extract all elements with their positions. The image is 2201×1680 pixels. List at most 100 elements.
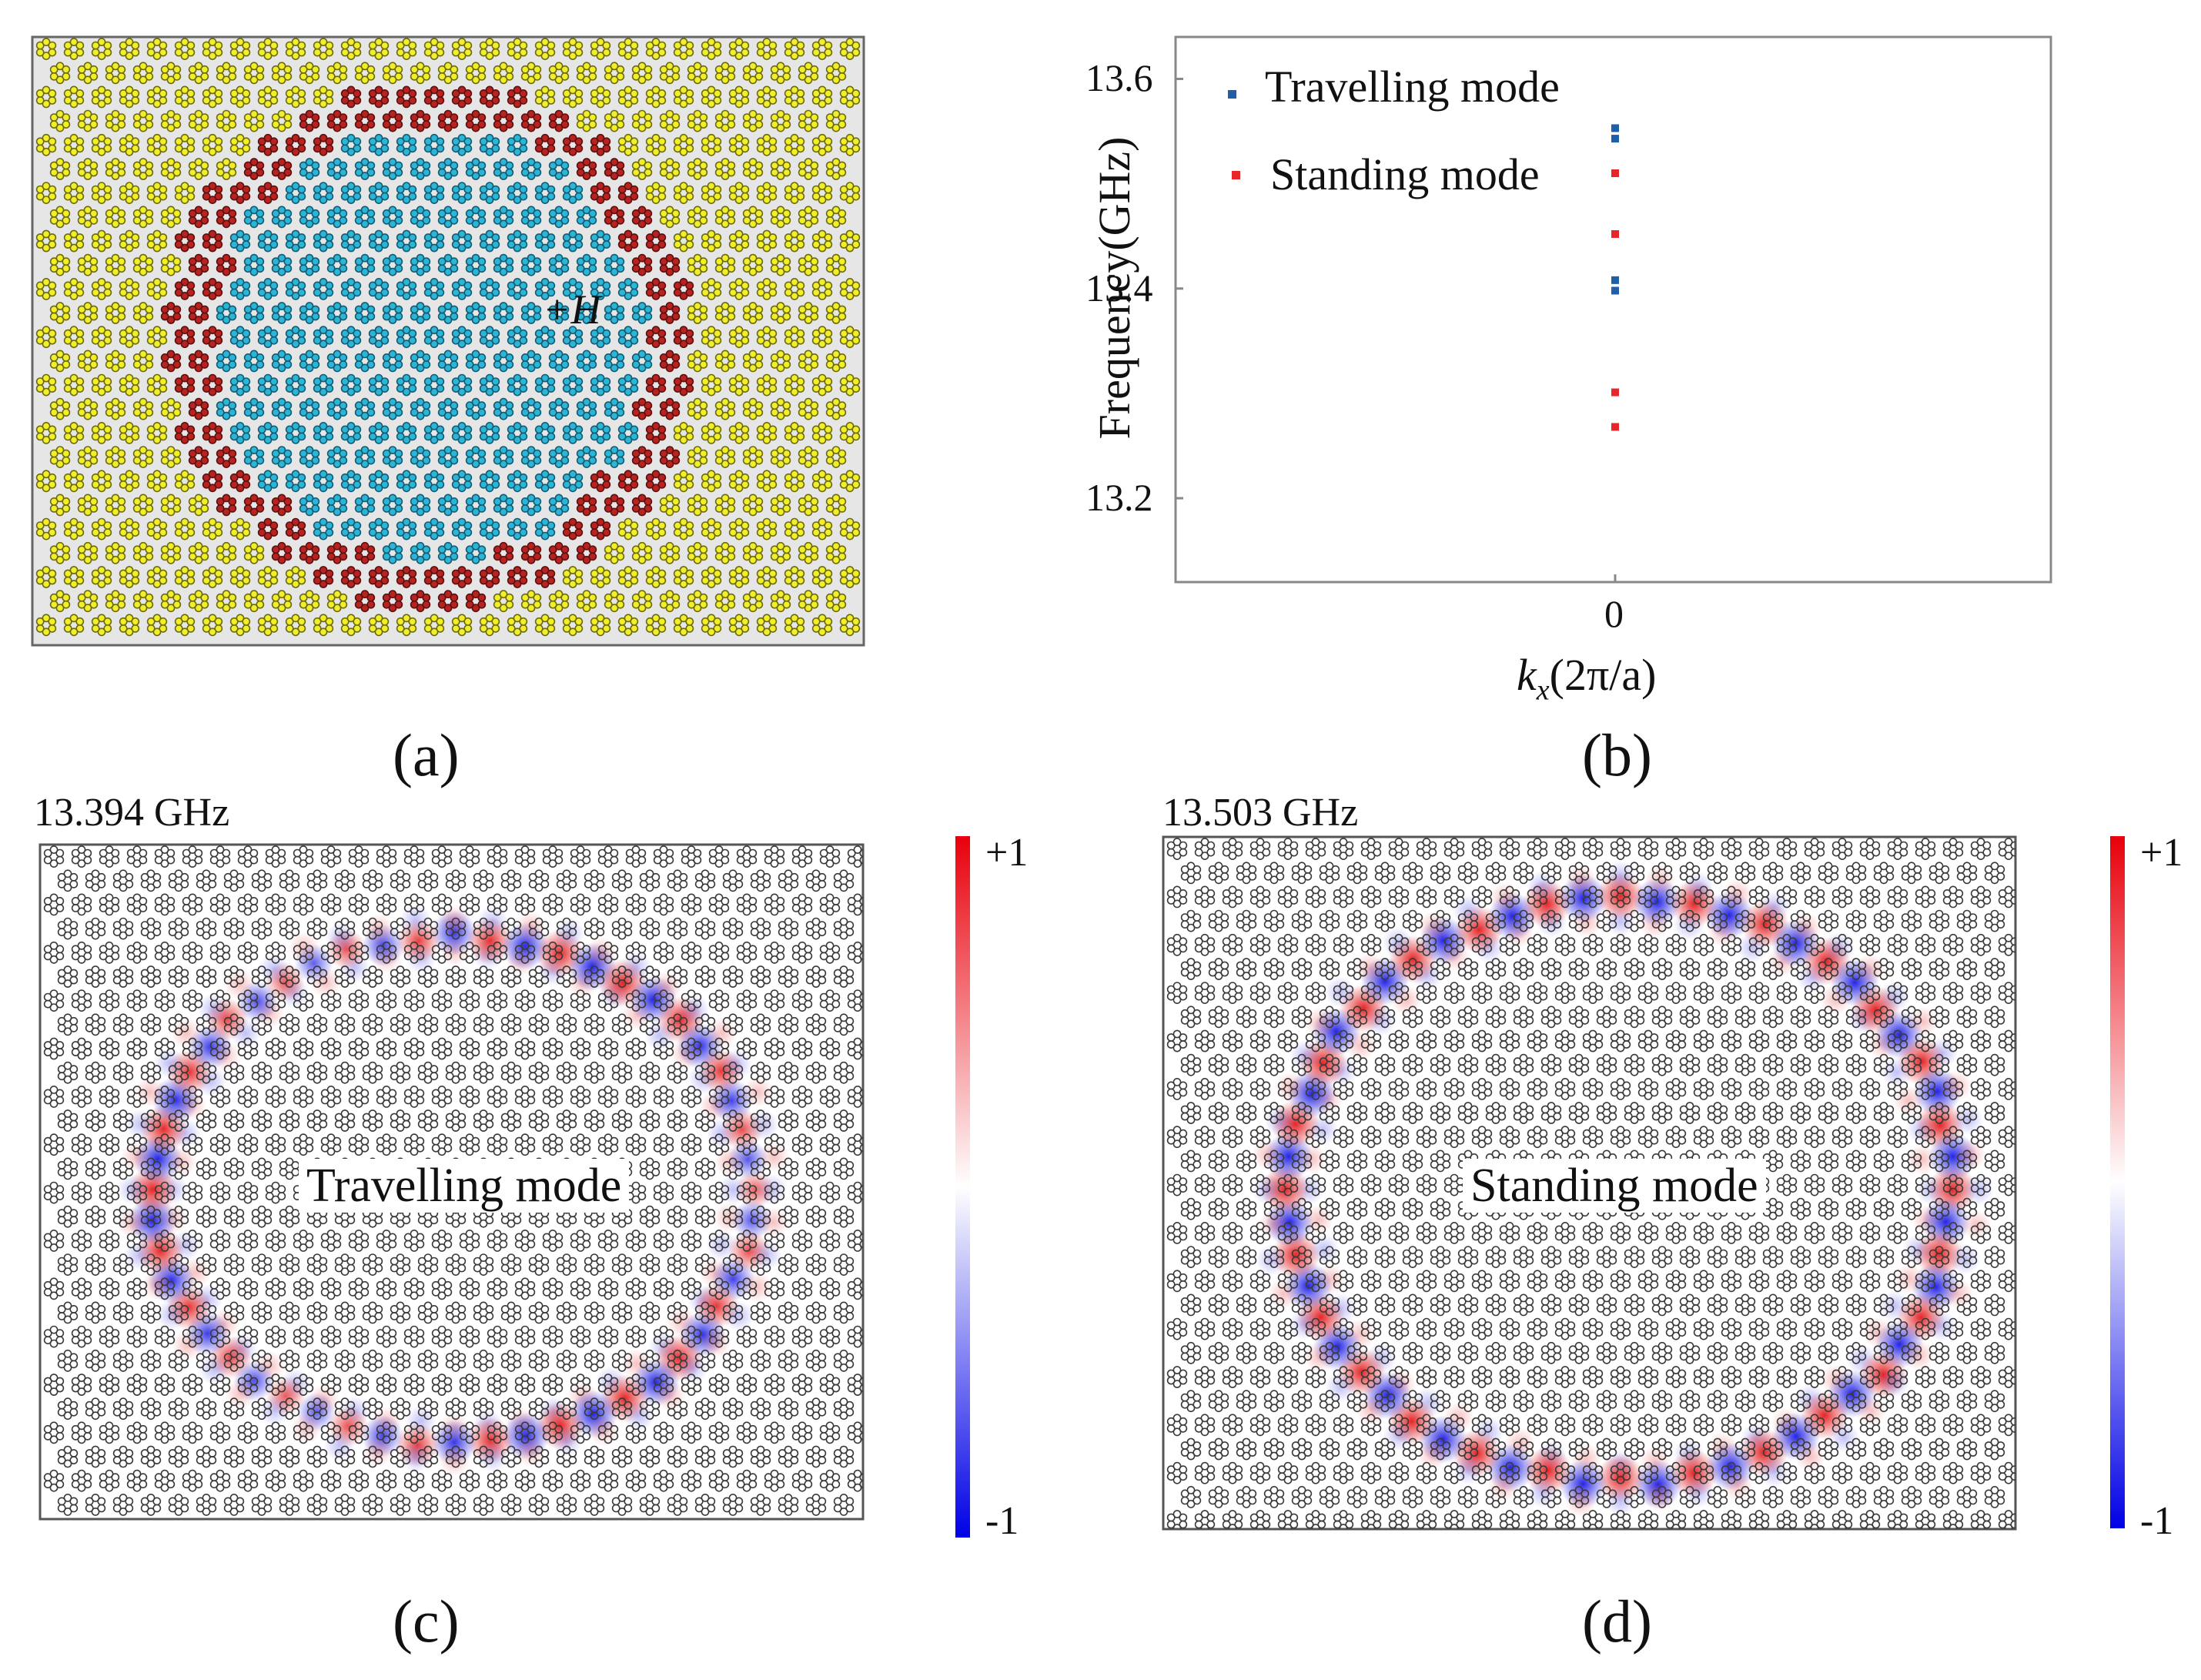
field-lobe — [172, 1330, 203, 1361]
rod — [791, 855, 801, 865]
rod — [188, 113, 197, 122]
rod — [174, 869, 183, 878]
field-lobe — [431, 910, 477, 955]
rod — [659, 360, 668, 369]
rod — [762, 580, 771, 588]
field-lobe — [728, 1230, 771, 1272]
rod — [825, 353, 835, 362]
rod — [353, 336, 362, 345]
rod — [687, 216, 696, 225]
rod — [721, 316, 730, 324]
rod — [582, 350, 591, 359]
rod — [534, 233, 544, 242]
rod — [659, 312, 668, 321]
rod — [534, 144, 544, 153]
rod — [319, 85, 328, 95]
rod — [754, 593, 764, 602]
rod — [117, 161, 126, 170]
rod — [548, 504, 557, 513]
rod — [319, 422, 328, 430]
rod — [513, 326, 522, 335]
rod — [396, 473, 405, 482]
rod — [838, 120, 847, 129]
rod — [380, 329, 390, 338]
rod — [671, 257, 681, 266]
rod — [69, 517, 79, 527]
rod — [145, 593, 154, 602]
rod — [313, 480, 322, 489]
rod — [588, 113, 597, 122]
rod — [91, 281, 100, 290]
rod — [845, 373, 855, 383]
rod — [811, 281, 821, 290]
rod — [75, 624, 85, 633]
rod — [339, 545, 348, 554]
rod — [408, 233, 417, 242]
rod — [402, 387, 411, 397]
rod — [423, 137, 433, 146]
rod — [269, 48, 279, 57]
rod — [463, 617, 473, 626]
field-lobe — [310, 967, 342, 999]
rod — [782, 305, 791, 314]
rod — [172, 113, 182, 122]
rod — [117, 552, 126, 561]
rod — [471, 604, 480, 613]
rod — [588, 408, 597, 417]
rod — [374, 291, 383, 300]
rod — [671, 65, 681, 74]
rod — [824, 432, 833, 441]
rod — [714, 168, 724, 177]
rod — [256, 257, 265, 266]
rod — [222, 855, 231, 865]
rod — [588, 593, 597, 602]
rod — [520, 353, 530, 362]
chart-xlabel: kx(2π/a) — [1517, 653, 1656, 705]
rod — [63, 137, 72, 146]
rod — [188, 353, 197, 362]
rod — [410, 257, 419, 266]
rod — [131, 377, 140, 386]
rod — [610, 219, 619, 229]
rod — [707, 387, 716, 397]
rod — [513, 38, 522, 46]
rod — [798, 845, 807, 854]
rod — [493, 401, 502, 410]
rod — [568, 872, 577, 882]
rod — [77, 216, 86, 225]
rod — [75, 569, 85, 578]
rod — [463, 137, 473, 146]
rod — [77, 893, 86, 902]
rod — [63, 869, 72, 878]
rod — [568, 340, 577, 349]
rod — [560, 168, 570, 177]
rod — [291, 340, 300, 349]
rod — [493, 264, 502, 273]
rod — [360, 206, 370, 215]
rod — [422, 353, 431, 362]
rod — [790, 484, 799, 493]
rod — [408, 336, 417, 345]
rod — [285, 521, 294, 530]
rod — [798, 353, 807, 362]
rod — [42, 229, 51, 239]
rod — [152, 182, 162, 190]
rod — [617, 240, 627, 249]
rod — [548, 497, 557, 506]
rod — [519, 137, 528, 146]
rod — [89, 120, 99, 129]
rod — [249, 253, 259, 263]
rod — [202, 233, 211, 242]
rod — [645, 521, 654, 530]
rod — [408, 576, 417, 585]
field-lobe — [723, 1300, 754, 1332]
field-lobe — [361, 1414, 404, 1457]
rod — [423, 185, 433, 194]
rod — [166, 411, 176, 420]
rod — [645, 48, 654, 57]
rod — [582, 253, 591, 263]
rod — [49, 907, 59, 916]
rod — [75, 144, 85, 153]
rod — [374, 373, 383, 383]
rod — [624, 879, 633, 889]
